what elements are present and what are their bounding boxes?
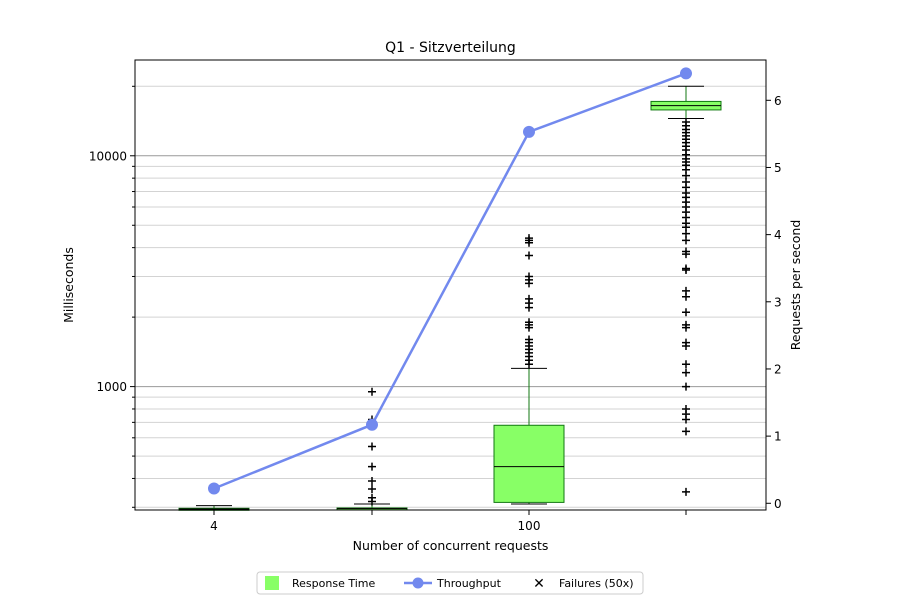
legend-label-response-time: Response Time [292,577,375,590]
box-flier [682,118,690,127]
box-flier [682,286,690,295]
box-flier [368,442,376,451]
legend-label-failures: Failures (50x) [559,577,634,590]
legend-marker-response-time [265,576,279,590]
box-flier [368,476,376,485]
box-flier [525,294,533,303]
box-flier [682,360,690,369]
box-flier [682,382,690,391]
throughput-point [523,125,535,138]
box-body [493,424,565,503]
y2-tick-label: 3 [774,295,782,309]
grid-layer [135,85,766,508]
y2-tick-label: 4 [774,228,782,242]
legend-frame [256,571,644,595]
y-tick-label: 10000 [89,149,127,163]
flier-layer [368,118,690,506]
box-flier [525,318,533,327]
y-tick-label: 1000 [96,380,127,394]
legend: Response Time Throughput ✕ Failures (50x… [256,571,644,595]
box-flier [682,247,690,256]
box-flier [682,368,690,377]
box-flier [525,251,533,260]
legend-label-throughput: Throughput [436,577,502,590]
box-flier [525,234,533,243]
box-flier [682,427,690,436]
throughput-line [213,72,687,490]
y2-tick-label: 0 [774,497,782,511]
box-flier [525,272,533,281]
chart-title: Q1 - Sitzverteilung [385,40,516,56]
legend-marker-throughput-dot [412,577,424,589]
x-tick-label: 4 [210,519,218,533]
y2-tick-label: 6 [774,94,782,108]
plot-frame [134,59,767,511]
box-flier [682,338,690,347]
y2-tick-label: 5 [774,161,782,175]
throughput-point [208,482,220,495]
boxplot-layer [178,85,722,511]
box-flier [682,487,690,496]
box-flier [682,404,690,413]
box-flier [368,485,376,494]
axes-layer: 1000 10000 0 1 2 3 4 5 6 4 100 [89,85,782,533]
legend-marker-failures: ✕ [533,576,545,592]
y2-axis-label: Requests per second [788,220,803,351]
y-axis-label: Milliseconds [61,247,76,323]
box-flier [368,387,376,396]
throughput-point [366,418,378,431]
box-flier [682,264,690,273]
box-flier [525,335,533,344]
throughput-point [680,67,692,80]
box-flier [682,236,690,245]
y2-tick-label: 1 [774,430,782,444]
x-axis-label: Number of concurrent requests [353,538,549,553]
box-flier [682,308,690,317]
box-flier [682,320,690,329]
box-flier [368,462,376,471]
throughput-layer [208,67,692,495]
y2-tick-label: 2 [774,362,782,376]
box-flier [368,493,376,502]
x-tick-label: 100 [518,519,541,533]
